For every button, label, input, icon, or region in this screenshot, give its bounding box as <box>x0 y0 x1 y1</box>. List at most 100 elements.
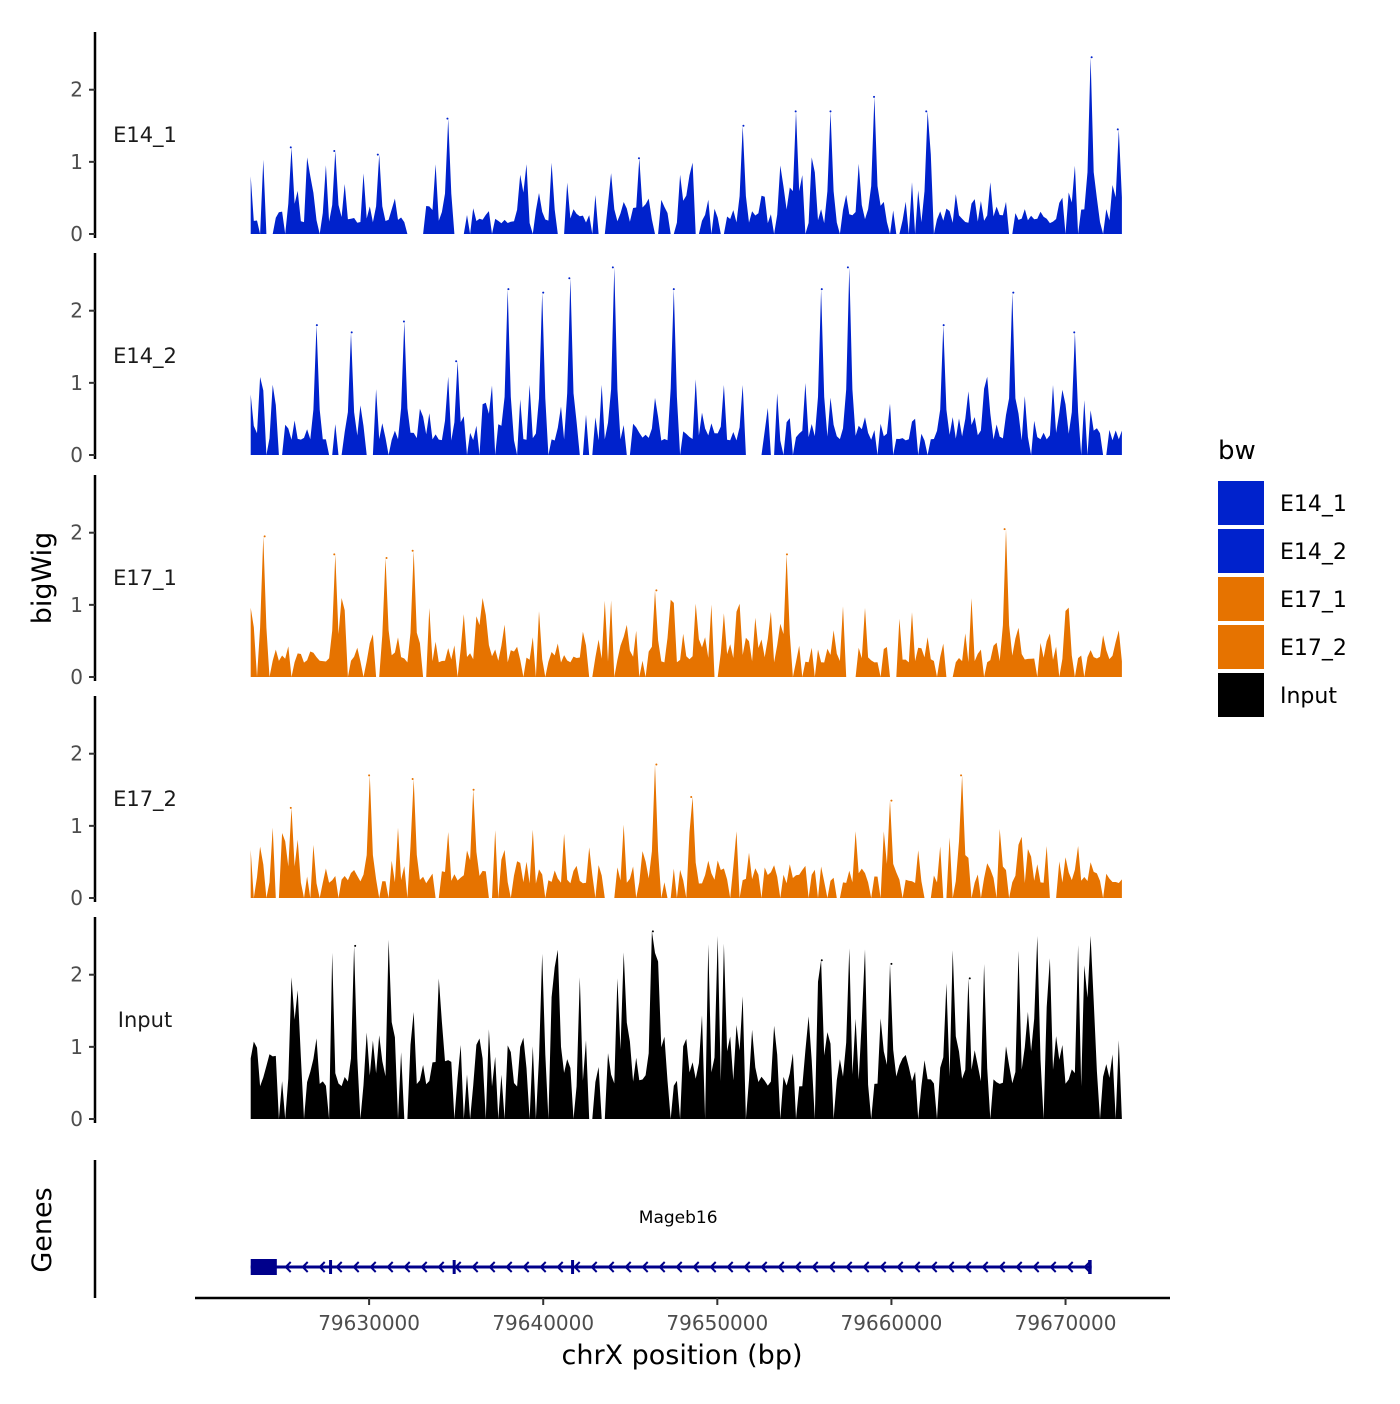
peak-point <box>1116 128 1119 131</box>
y-tick-label: 2 <box>70 299 83 323</box>
y-tick-label: 1 <box>70 814 83 838</box>
strand-arrow <box>913 1261 921 1273</box>
peak-point <box>263 535 266 538</box>
y-tick-label: 0 <box>70 443 83 467</box>
track-label: E17_1 <box>113 566 177 591</box>
y-tick-label: 2 <box>70 963 83 987</box>
peak-point <box>690 796 693 798</box>
track-label: E14_1 <box>113 123 177 148</box>
peak-point <box>376 153 379 156</box>
strand-arrow <box>607 1261 615 1273</box>
peak-point <box>402 320 405 323</box>
strand-arrow <box>828 1261 836 1273</box>
strand-arrow <box>760 1261 768 1273</box>
y-tick-label: 2 <box>70 521 83 545</box>
strand-arrow <box>301 1261 309 1273</box>
peak-point <box>289 806 292 809</box>
legend-swatch <box>1218 673 1264 717</box>
peak-point <box>672 288 675 291</box>
strand-arrow <box>777 1261 785 1273</box>
peak-point <box>568 277 571 280</box>
strand-arrow <box>539 1261 547 1273</box>
strand-arrow <box>522 1261 530 1273</box>
peak-point <box>1073 331 1076 334</box>
y-tick-label: 2 <box>70 742 83 766</box>
peak-point <box>411 777 414 780</box>
gene-exon <box>452 1260 456 1274</box>
peak-point <box>1003 528 1006 531</box>
track-e17-2: 0 1 2 E17_2 <box>70 696 1122 910</box>
genes-panel-title: Genes <box>27 1187 58 1272</box>
strand-arrow <box>947 1261 955 1273</box>
peak-point <box>925 110 928 113</box>
strand-arrow <box>692 1261 700 1273</box>
strand-arrow <box>1066 1261 1074 1273</box>
peak-point <box>472 788 475 791</box>
peak-point <box>507 288 510 291</box>
legend-item-e14-2: E14_2 <box>1218 529 1347 573</box>
x-tick-label: 79650000 <box>666 1311 768 1335</box>
strand-arrow <box>403 1261 411 1273</box>
peak-point <box>942 324 945 327</box>
legend-title: bw <box>1218 436 1256 466</box>
strand-arrow <box>335 1261 343 1273</box>
signal-area-e17-2 <box>250 764 1122 898</box>
peak-point <box>350 331 353 334</box>
strand-arrow <box>930 1261 938 1273</box>
legend-swatch <box>1218 625 1264 669</box>
x-axis-title: chrX position (bp) <box>561 1340 802 1371</box>
gene-exon <box>250 1259 277 1275</box>
x-tick-label: 79660000 <box>841 1311 943 1335</box>
peak-point <box>354 944 357 947</box>
strand-arrow <box>369 1261 377 1273</box>
y-tick-label: 0 <box>70 1107 83 1131</box>
gene-mageb16: Mageb16 <box>250 1208 1092 1275</box>
gene-label: Mageb16 <box>639 1208 718 1228</box>
track-label: Input <box>118 1008 172 1032</box>
legend-swatch <box>1218 529 1264 573</box>
gene-exon <box>329 1260 333 1274</box>
y-tick-label: 1 <box>70 1035 83 1059</box>
peak-point <box>968 977 971 980</box>
strand-arrow <box>454 1261 462 1273</box>
strand-arrow <box>488 1261 496 1273</box>
peak-point <box>333 553 336 556</box>
strand-arrow <box>1049 1261 1057 1273</box>
legend-label: E17_2 <box>1280 636 1347 661</box>
strand-arrow <box>845 1261 853 1273</box>
signal-area-e17-1 <box>250 529 1122 677</box>
peak-point <box>846 266 849 269</box>
legend: bw E14_1 E14_2 E17_1 E17_2 Input <box>1218 436 1347 717</box>
peak-point <box>368 774 371 777</box>
peak-point <box>655 589 658 592</box>
track-e14-1: 0 1 2 E14_1 <box>70 32 1122 246</box>
legend-item-input: Input <box>1218 673 1337 717</box>
peak-point <box>446 117 449 120</box>
peak-point <box>890 799 893 802</box>
legend-label: E14_1 <box>1280 492 1347 517</box>
y-tick-label: 0 <box>70 222 83 246</box>
strand-arrow <box>420 1261 428 1273</box>
gene-panel: Mageb16 <box>93 1160 1092 1298</box>
signal-area-e14-1 <box>250 57 1122 235</box>
signal-area-input <box>250 931 1122 1119</box>
strand-arrow <box>998 1261 1006 1273</box>
strand-arrow <box>573 1261 581 1273</box>
strand-arrow <box>862 1261 870 1273</box>
peak-point <box>820 288 823 291</box>
strand-arrow <box>1083 1261 1091 1273</box>
y-axis-title: bigWig <box>27 532 58 625</box>
x-tick-label: 79630000 <box>318 1311 420 1335</box>
legend-label: Input <box>1280 684 1337 709</box>
strand-arrow <box>556 1261 564 1273</box>
track-label: E14_2 <box>113 344 177 369</box>
legend-item-e17-2: E17_2 <box>1218 625 1347 669</box>
strand-arrow <box>318 1261 326 1273</box>
legend-swatch <box>1218 577 1264 621</box>
legend-label: E17_1 <box>1280 588 1347 613</box>
peak-point <box>289 146 292 149</box>
strand-arrow <box>624 1261 632 1273</box>
strand-arrow <box>352 1261 360 1273</box>
